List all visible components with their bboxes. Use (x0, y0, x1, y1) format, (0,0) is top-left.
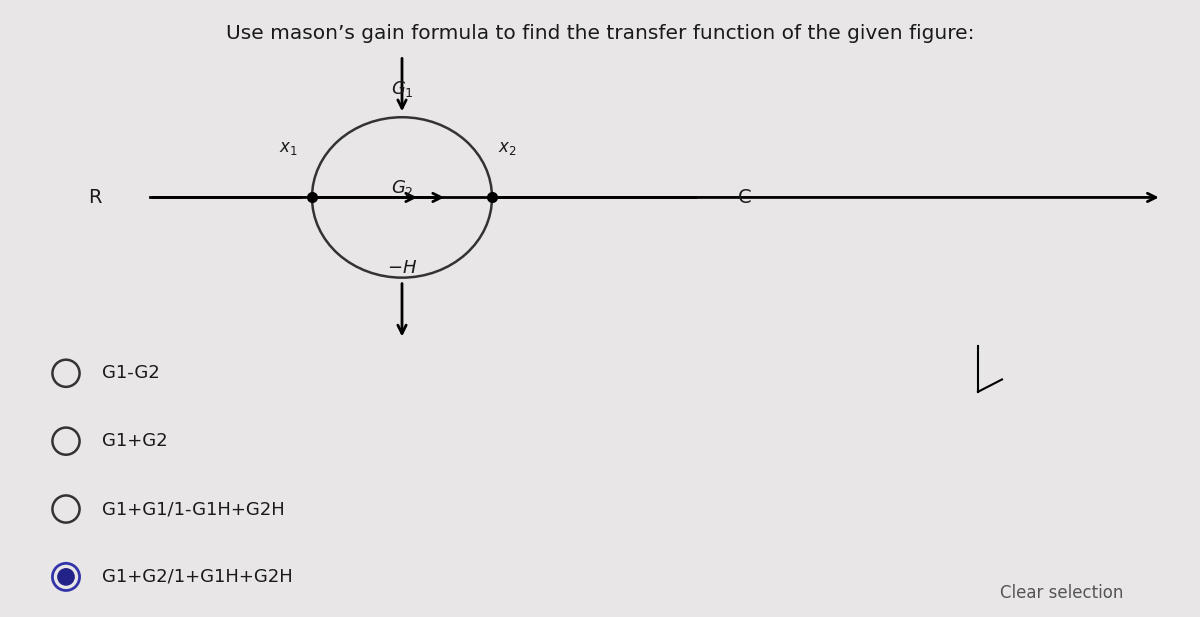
Text: G1+G1/1-G1H+G2H: G1+G1/1-G1H+G2H (102, 500, 284, 518)
Text: $x_2$: $x_2$ (498, 139, 516, 157)
Text: Use mason’s gain formula to find the transfer function of the given figure:: Use mason’s gain formula to find the tra… (226, 25, 974, 43)
Text: $x_1$: $x_1$ (278, 139, 298, 157)
Text: G1-G2: G1-G2 (102, 364, 160, 383)
Text: G1+G2: G1+G2 (102, 432, 168, 450)
Text: $G_1$: $G_1$ (390, 80, 414, 99)
Text: $G_2$: $G_2$ (391, 178, 413, 198)
Text: G1+G2/1+G1H+G2H: G1+G2/1+G1H+G2H (102, 568, 293, 586)
Ellipse shape (58, 569, 74, 585)
Text: $-H$: $-H$ (386, 259, 418, 278)
Text: C: C (738, 188, 751, 207)
Text: R: R (89, 188, 102, 207)
Text: Clear selection: Clear selection (1001, 584, 1123, 602)
